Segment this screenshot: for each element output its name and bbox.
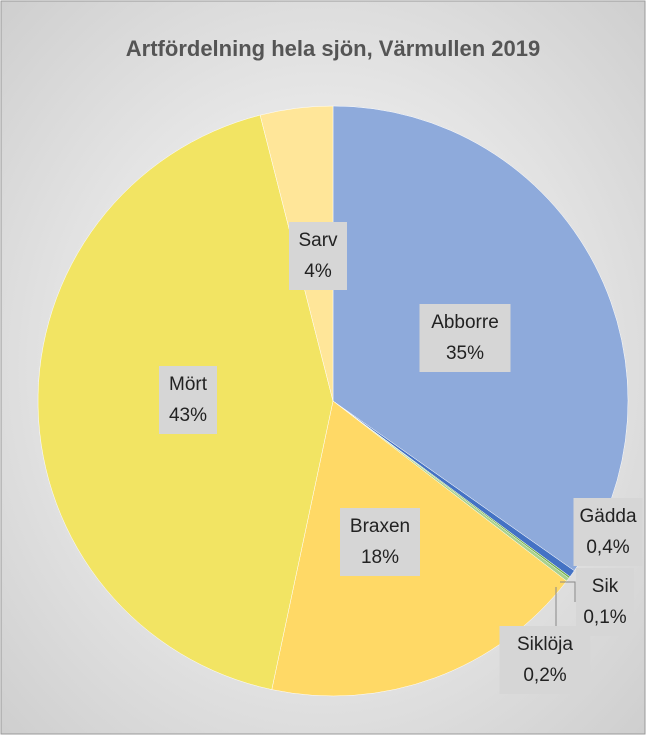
data-label-box [499, 626, 591, 694]
data-label-name: Gädda [579, 506, 636, 527]
data-label-value: 4% [304, 261, 332, 282]
data-label-value: 0,1% [583, 607, 626, 628]
data-label-box [289, 222, 347, 290]
data-label-value: 43% [169, 405, 207, 426]
data-label-box [340, 508, 420, 576]
data-label-name: Mört [169, 374, 208, 395]
data-label-box [576, 568, 634, 636]
data-label-value: 18% [361, 547, 399, 568]
data-label-name: Sik [592, 576, 619, 597]
data-label-name: Siklöja [517, 634, 573, 655]
data-label-box [419, 304, 511, 372]
data-label-name: Abborre [431, 312, 499, 333]
chart-title: Artfördelning hela sjön, Värmullen 2019 [126, 36, 540, 61]
data-label-box [573, 498, 643, 566]
data-label-value: 35% [446, 343, 484, 364]
data-label-name: Braxen [350, 516, 410, 537]
leader-line [560, 581, 576, 602]
data-label-name: Sarv [298, 230, 338, 251]
data-label-value: 0,4% [586, 537, 629, 558]
data-label-box [159, 366, 217, 434]
data-label-value: 0,2% [523, 665, 566, 686]
